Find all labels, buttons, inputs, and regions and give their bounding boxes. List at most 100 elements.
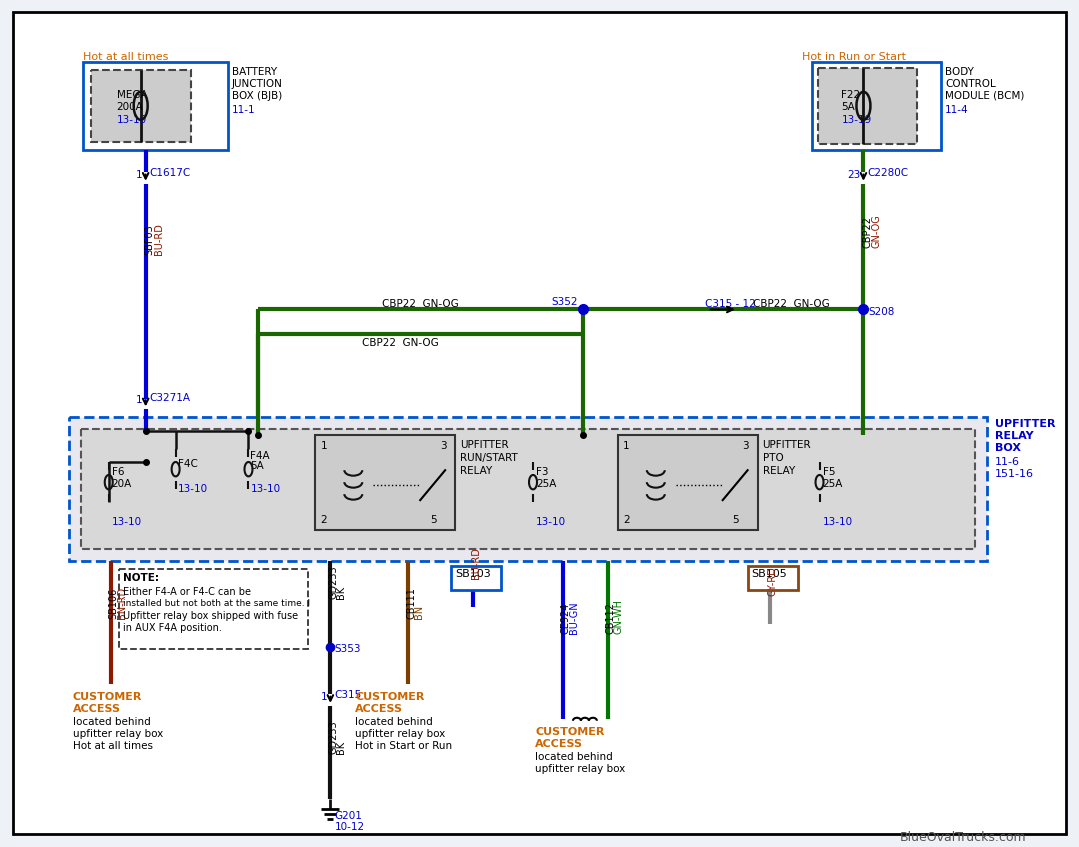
Text: S208: S208: [869, 307, 894, 318]
Text: CB112: CB112: [606, 602, 616, 634]
Text: 13-10: 13-10: [112, 518, 141, 527]
Text: installed but not both at the same time. I: installed but not both at the same time.…: [123, 599, 310, 608]
Text: S353: S353: [334, 644, 360, 654]
Text: 13-10: 13-10: [178, 484, 208, 494]
Bar: [91, 70, 191, 141]
Text: 3: 3: [742, 441, 749, 451]
Text: 11-4: 11-4: [945, 105, 969, 115]
Text: C3271A: C3271A: [150, 393, 191, 403]
Text: Hot at all times: Hot at all times: [72, 741, 153, 750]
Bar: [315, 435, 455, 530]
Text: NOTE:: NOTE:: [123, 573, 159, 583]
Bar: [618, 435, 757, 530]
Text: ACCESS: ACCESS: [355, 704, 404, 714]
Text: BODY: BODY: [945, 67, 974, 77]
Text: MEGA: MEGA: [117, 90, 148, 100]
Bar: [811, 62, 941, 150]
Text: 13-19: 13-19: [842, 115, 872, 125]
Text: CE924: CE924: [561, 602, 571, 634]
Text: BU-RD: BU-RD: [472, 547, 481, 579]
Text: upfitter relay box: upfitter relay box: [355, 728, 446, 739]
Text: Upfitter relay box shipped with fuse: Upfitter relay box shipped with fuse: [123, 611, 298, 621]
Text: ACCESS: ACCESS: [72, 704, 121, 714]
Text: 200A: 200A: [117, 102, 144, 112]
Text: BOX (BJB): BOX (BJB): [232, 91, 282, 101]
Bar: [451, 566, 501, 590]
Text: CONTROL: CONTROL: [945, 79, 996, 89]
Text: S352: S352: [551, 297, 578, 307]
Text: 25A: 25A: [822, 479, 843, 490]
Text: BU-GN: BU-GN: [569, 601, 579, 634]
Text: F3: F3: [536, 468, 548, 477]
Text: 13-10: 13-10: [536, 518, 566, 527]
Text: 1: 1: [136, 396, 142, 406]
Bar: [119, 569, 309, 649]
Text: MODULE (BCM): MODULE (BCM): [945, 91, 1025, 101]
Text: CBP22  GN-OG: CBP22 GN-OG: [361, 339, 439, 348]
Text: 3: 3: [440, 441, 447, 451]
Text: 1: 1: [320, 441, 327, 451]
Text: PTO: PTO: [763, 453, 783, 463]
Text: Hot in Run or Start: Hot in Run or Start: [802, 52, 905, 62]
Text: BOX: BOX: [995, 443, 1021, 453]
Text: ACCESS: ACCESS: [535, 739, 583, 749]
Text: in AUX F4A position.: in AUX F4A position.: [123, 623, 221, 633]
Text: 2: 2: [623, 515, 629, 525]
Bar: [748, 566, 797, 590]
Text: located behind: located behind: [535, 751, 613, 761]
Text: F5: F5: [822, 468, 835, 477]
Text: C1617C: C1617C: [150, 168, 191, 178]
Text: 25A: 25A: [536, 479, 557, 490]
Text: UPFITTER: UPFITTER: [995, 419, 1055, 429]
Text: GD233: GD233: [328, 565, 339, 599]
Text: CBP22  GN-OG: CBP22 GN-OG: [753, 300, 830, 309]
Text: G201: G201: [334, 811, 363, 821]
Text: C2280C: C2280C: [868, 168, 909, 178]
Text: located behind: located behind: [355, 717, 433, 727]
Text: BN: BN: [414, 605, 424, 619]
Text: BN-RD: BN-RD: [117, 587, 126, 619]
Text: 23: 23: [847, 169, 860, 180]
Text: CUSTOMER: CUSTOMER: [535, 727, 604, 737]
Text: GN-WH: GN-WH: [614, 599, 624, 634]
Text: UPFITTER: UPFITTER: [460, 440, 509, 451]
Text: 5: 5: [733, 515, 739, 525]
Text: upfitter relay box: upfitter relay box: [535, 764, 625, 773]
Text: SB103: SB103: [455, 569, 491, 579]
Text: 5A: 5A: [250, 462, 264, 471]
Text: 2: 2: [320, 515, 327, 525]
Text: RUN/START: RUN/START: [460, 453, 518, 463]
Text: BK: BK: [337, 586, 346, 599]
Bar: [69, 418, 987, 561]
Text: JUNCTION: JUNCTION: [232, 79, 283, 89]
Text: Hot at all times: Hot at all times: [83, 52, 168, 62]
Text: 11-6: 11-6: [995, 457, 1021, 468]
Text: 13-10: 13-10: [250, 484, 281, 494]
Text: 1: 1: [320, 692, 327, 702]
Text: 5A: 5A: [842, 102, 856, 112]
Text: RELAY: RELAY: [460, 466, 492, 476]
Text: 11-1: 11-1: [232, 105, 255, 115]
Text: RELAY: RELAY: [995, 431, 1034, 441]
Text: SB106: SB106: [109, 588, 119, 619]
Text: 5: 5: [431, 515, 437, 525]
Text: 1: 1: [136, 169, 142, 180]
Text: F22: F22: [842, 90, 861, 100]
Text: located behind: located behind: [72, 717, 151, 727]
Text: GN-OG: GN-OG: [872, 213, 882, 247]
Text: UPFITTER: UPFITTER: [763, 440, 811, 451]
Text: BlueOvalTrucks.com: BlueOvalTrucks.com: [900, 831, 1026, 844]
Text: C315: C315: [334, 689, 361, 700]
Text: CBP22  GN-OG: CBP22 GN-OG: [382, 300, 459, 309]
Text: F6: F6: [112, 468, 124, 477]
Text: SB105: SB105: [752, 569, 788, 579]
Text: 151-16: 151-16: [995, 469, 1034, 479]
Text: Either F4-A or F4-C can be: Either F4-A or F4-C can be: [123, 587, 250, 597]
Bar: [83, 62, 228, 150]
Text: CB111: CB111: [406, 587, 416, 619]
Text: 10-12: 10-12: [334, 822, 365, 832]
Bar: [818, 68, 917, 144]
Text: Hot in Start or Run: Hot in Start or Run: [355, 741, 452, 750]
Text: C315 - 12: C315 - 12: [705, 300, 755, 309]
Text: GY-RD: GY-RD: [767, 567, 778, 596]
